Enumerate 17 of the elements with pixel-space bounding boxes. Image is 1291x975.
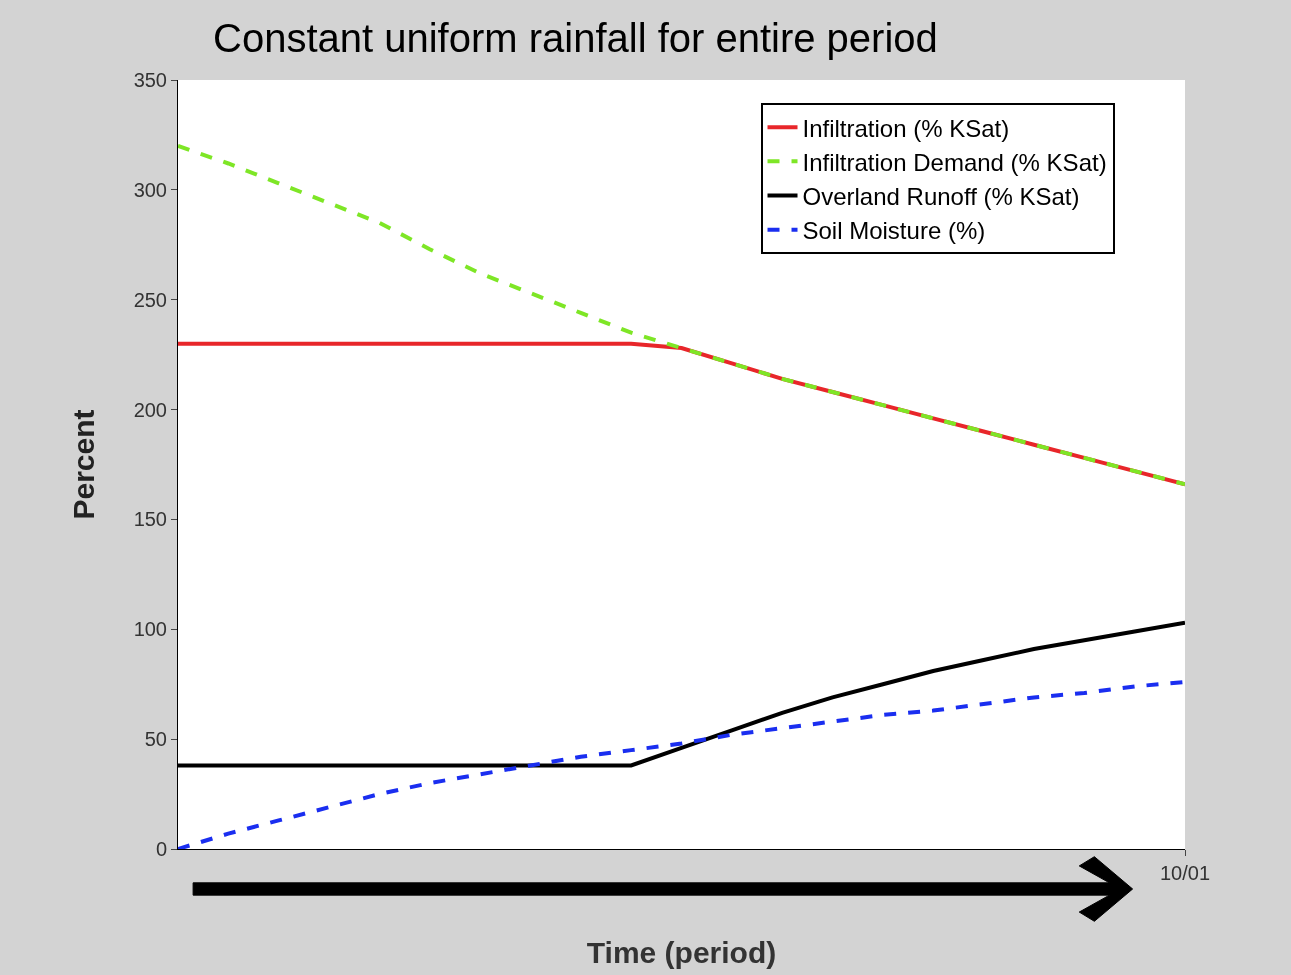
y-tick-label: 350	[133, 69, 167, 91]
legend-label: Infiltration (% KSat)	[802, 114, 1010, 142]
y-tick-label: 50	[144, 728, 167, 751]
line-series	[178, 143, 1185, 487]
y-axis-title: Percent	[66, 409, 100, 520]
x-tick-label: 10/01	[1159, 862, 1211, 884]
x-axis-title: Time (period)	[586, 935, 777, 969]
chart-title: Constant uniform rainfall for entire period	[213, 16, 938, 61]
y-tick-label: 250	[133, 288, 167, 311]
legend-label: Soil Moisture (%)	[802, 217, 986, 245]
y-tick-label: 0	[155, 838, 167, 860]
legend-label: Overland Runoff (% KSat)	[802, 182, 1080, 210]
y-tick-label: 150	[133, 508, 167, 531]
legend-label: Infiltration Demand (% KSat)	[802, 148, 1107, 176]
y-tick-label: 100	[133, 618, 167, 641]
y-tick-label: 200	[133, 398, 167, 421]
y-tick-label: 300	[133, 178, 167, 201]
